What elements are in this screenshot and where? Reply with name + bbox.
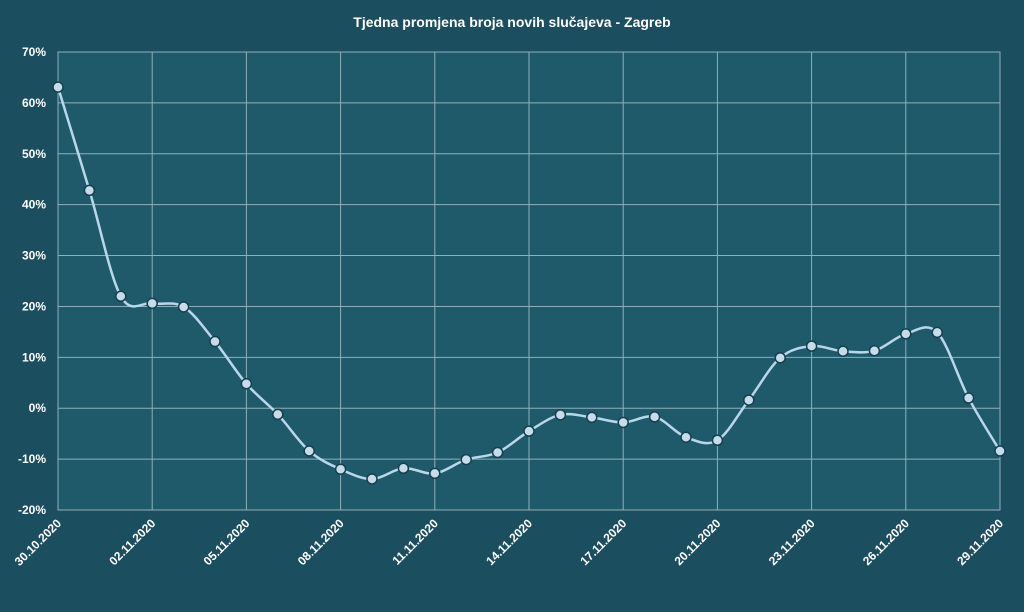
data-point (209, 335, 221, 348)
data-point (334, 463, 347, 476)
data-point (680, 431, 692, 443)
data-points (52, 81, 1006, 485)
gridlines (57, 51, 1001, 511)
data-point (115, 290, 127, 303)
data-point (931, 326, 943, 339)
data-point (554, 409, 567, 421)
data-point (83, 184, 96, 197)
data-point (617, 416, 629, 429)
y-tick-label: 40% (22, 198, 46, 212)
plot-border (57, 51, 1001, 511)
data-point (177, 301, 190, 313)
data-point (805, 340, 818, 352)
data-point (366, 473, 378, 485)
data-point (837, 345, 849, 357)
data-point (146, 297, 158, 310)
data-point (240, 378, 253, 390)
y-axis: -20% -10% 0% 10% 20% 30% 40% 50% 60% 70% (18, 45, 46, 517)
data-point (303, 445, 315, 457)
y-tick-label: 70% (22, 45, 46, 59)
y-tick-label: 20% (22, 299, 46, 313)
y-tick-label: 30% (22, 249, 46, 263)
data-point (460, 453, 472, 466)
data-point (272, 408, 284, 421)
y-tick-label: 60% (22, 96, 46, 110)
data-point (868, 344, 881, 357)
y-tick-label: 50% (22, 147, 46, 161)
data-point (994, 445, 1006, 457)
data-point (900, 328, 912, 340)
y-tick-label: -10% (18, 452, 46, 466)
data-point (397, 462, 410, 475)
data-point (711, 434, 724, 447)
data-point (962, 392, 975, 404)
y-tick-label: 10% (22, 350, 46, 364)
data-point (586, 411, 598, 424)
y-tick-label: -20% (18, 503, 46, 517)
chart-title: Tjedna promjena broja novih slučajeva - … (353, 14, 670, 30)
data-point (491, 446, 504, 459)
y-tick-label: 0% (29, 401, 47, 415)
data-point (429, 467, 441, 480)
data-point (743, 394, 755, 406)
data-point (523, 425, 535, 437)
data-point (774, 352, 786, 364)
data-point (52, 81, 64, 93)
data-point (648, 411, 661, 423)
